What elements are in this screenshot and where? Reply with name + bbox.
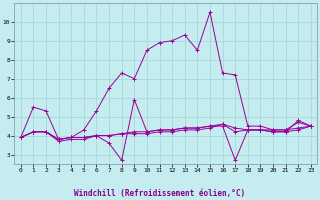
- Text: Windchill (Refroidissement éolien,°C): Windchill (Refroidissement éolien,°C): [75, 189, 245, 198]
